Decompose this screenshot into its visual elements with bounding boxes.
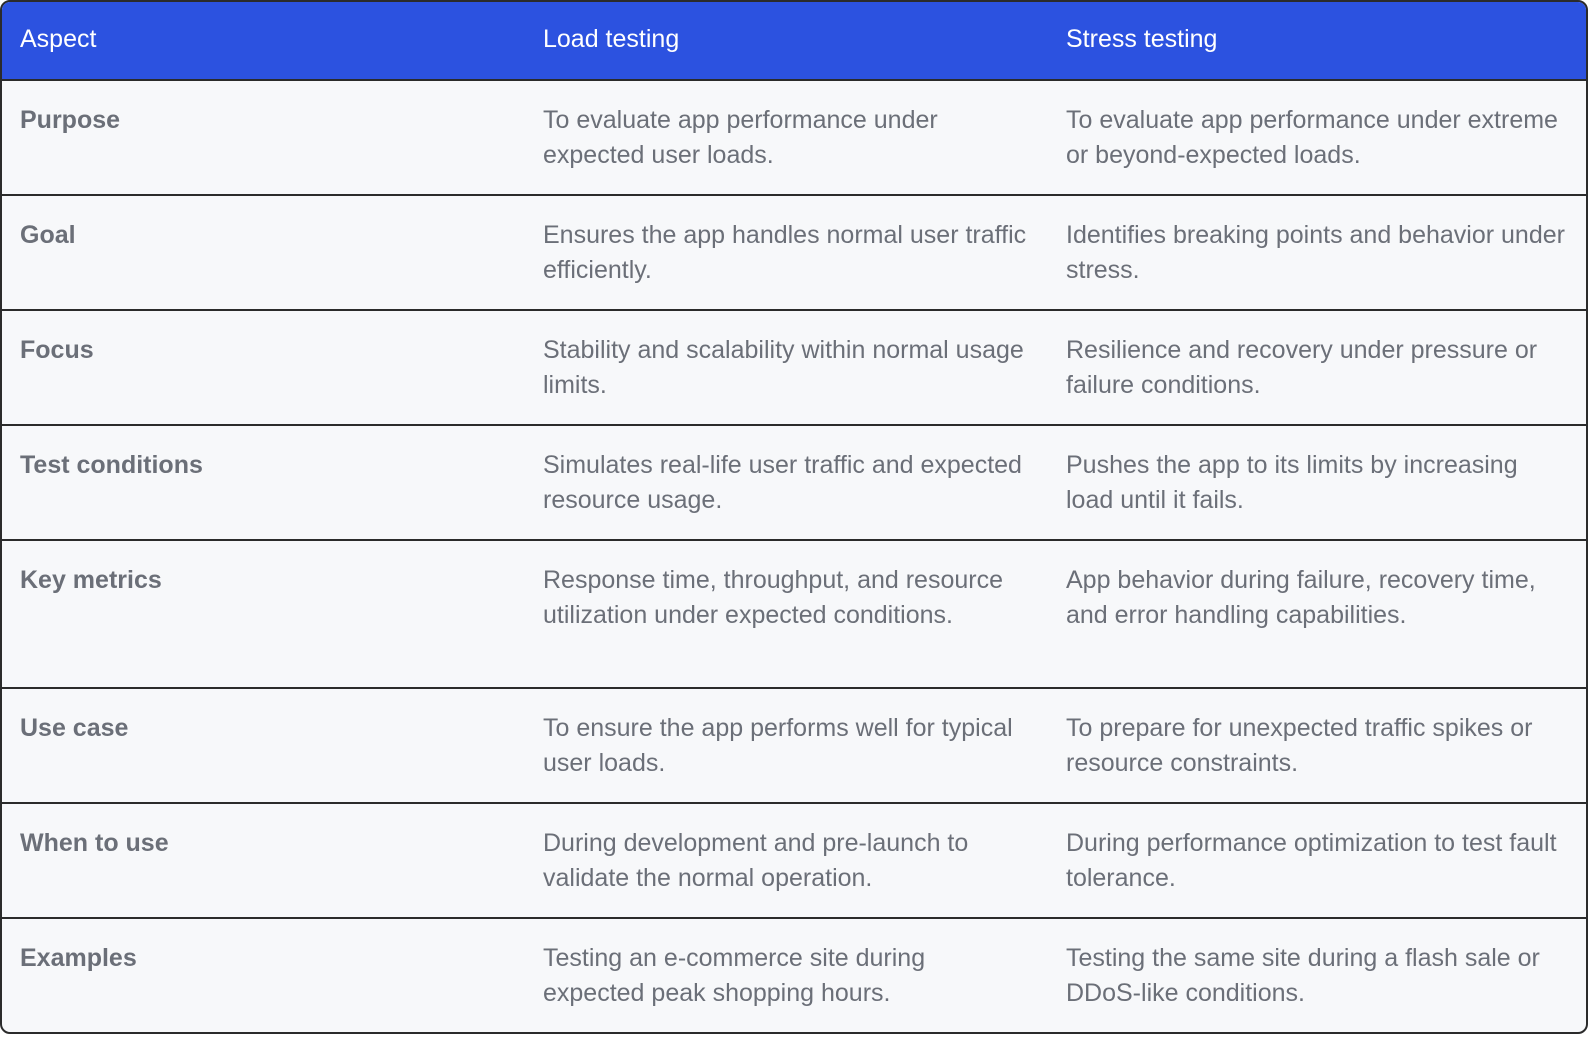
row-load-value: Response time, throughput, and resource … bbox=[543, 566, 1003, 629]
row-stress-value: During performance optimization to test … bbox=[1066, 829, 1557, 892]
table-row: Test conditions Simulates real-life user… bbox=[2, 426, 1586, 541]
row-stress-value: Testing the same site during a flash sal… bbox=[1066, 944, 1540, 1007]
row-stress-value: To evaluate app performance under extrem… bbox=[1066, 106, 1558, 169]
row-load-value: Testing an e-commerce site during expect… bbox=[543, 944, 926, 1007]
row-aspect: Key metrics bbox=[20, 566, 162, 594]
table-row: Goal Ensures the app handles normal user… bbox=[2, 196, 1586, 311]
row-stress-value: Identifies breaking points and behavior … bbox=[1066, 221, 1565, 284]
table-row: Use case To ensure the app performs well… bbox=[2, 689, 1586, 804]
row-aspect: Goal bbox=[20, 221, 76, 249]
row-load-value: Stability and scalability within normal … bbox=[543, 336, 1024, 399]
row-stress-value: To prepare for unexpected traffic spikes… bbox=[1066, 714, 1533, 777]
row-stress-value: Resilience and recovery under pressure o… bbox=[1066, 336, 1538, 399]
row-aspect: Examples bbox=[20, 944, 137, 972]
header-aspect: Aspect bbox=[20, 25, 97, 53]
row-load-value: To evaluate app performance under expect… bbox=[543, 106, 938, 169]
row-load-value: During development and pre-launch to val… bbox=[543, 829, 969, 892]
table-header: Aspect Load testing Stress testing bbox=[2, 2, 1586, 81]
row-load-value: Simulates real-life user traffic and exp… bbox=[543, 451, 1022, 514]
row-aspect: Use case bbox=[20, 714, 129, 742]
row-stress-value: Pushes the app to its limits by increasi… bbox=[1066, 451, 1518, 514]
row-stress-value: App behavior during failure, recovery ti… bbox=[1066, 566, 1536, 629]
table-row: When to use During development and pre-l… bbox=[2, 804, 1586, 919]
row-aspect: When to use bbox=[20, 829, 169, 857]
table-row: Examples Testing an e-commerce site duri… bbox=[2, 919, 1586, 1032]
table-row: Focus Stability and scalability within n… bbox=[2, 311, 1586, 426]
row-aspect: Test conditions bbox=[20, 451, 203, 479]
row-aspect: Focus bbox=[20, 336, 94, 364]
row-load-value: To ensure the app performs well for typi… bbox=[543, 714, 1013, 777]
row-aspect: Purpose bbox=[20, 106, 121, 134]
header-stress-testing: Stress testing bbox=[1066, 25, 1218, 53]
header-load-testing: Load testing bbox=[543, 25, 680, 53]
row-load-value: Ensures the app handles normal user traf… bbox=[543, 221, 1027, 284]
table-row: Key metrics Response time, throughput, a… bbox=[2, 541, 1586, 689]
table-row: Purpose To evaluate app performance unde… bbox=[2, 81, 1586, 196]
